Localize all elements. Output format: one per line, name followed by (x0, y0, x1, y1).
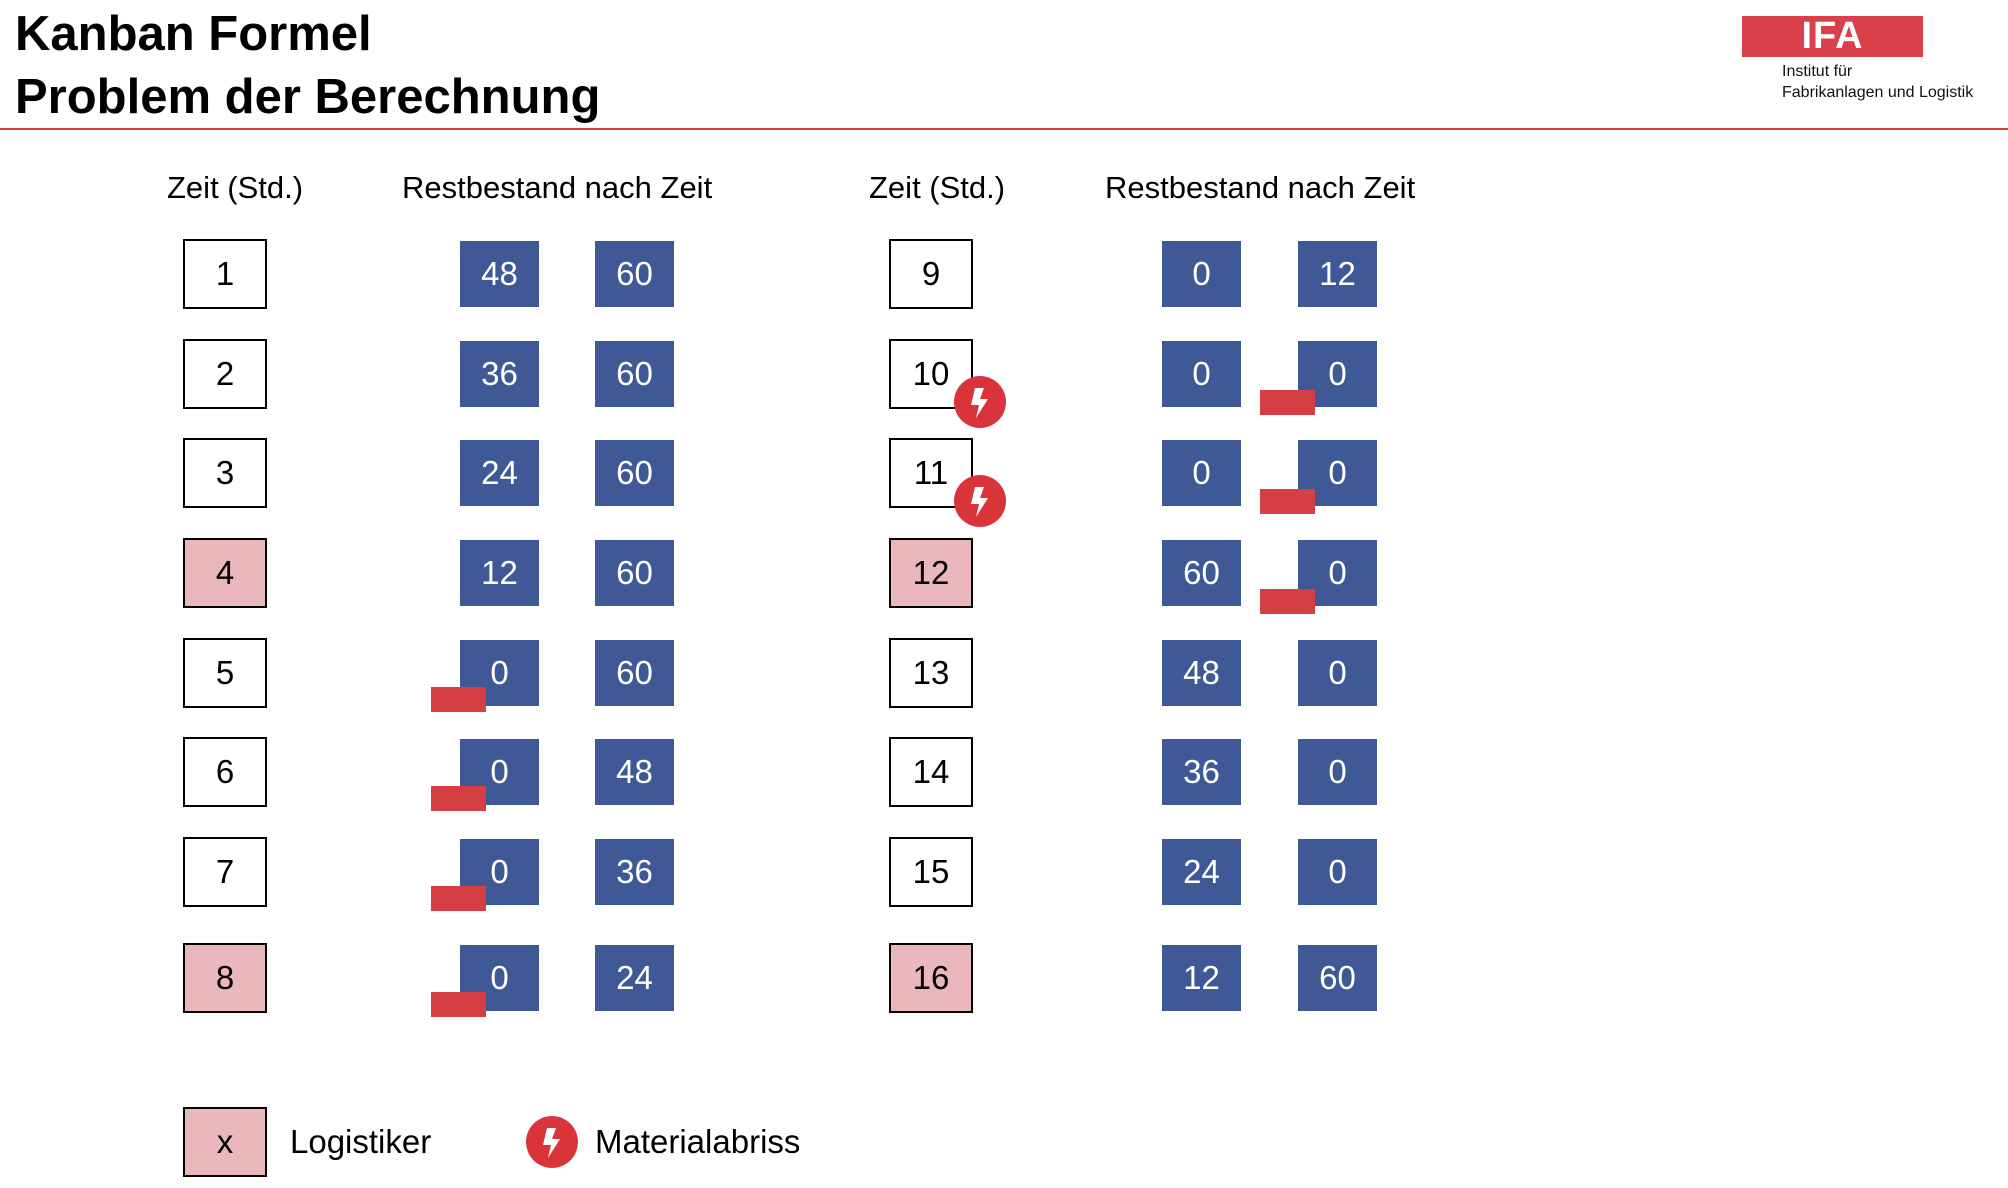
lightning-icon (954, 376, 1006, 428)
deficit-marker (431, 992, 486, 1017)
ifa-logo-line-1: Institut für (1782, 63, 1853, 80)
restbestand-a-cell: 12 (1162, 945, 1241, 1011)
restbestand-b-cell: 0 (1298, 640, 1377, 706)
zeit-cell: 16 (889, 943, 973, 1013)
deficit-marker (431, 886, 486, 911)
restbestand-b-cell: 60 (595, 440, 674, 506)
zeit-cell: 6 (183, 737, 267, 807)
deficit-marker (1260, 589, 1315, 614)
zeit-cell: 1 (183, 239, 267, 309)
restbestand-b-cell: 48 (595, 739, 674, 805)
restbestand-b-cell: 0 (1298, 739, 1377, 805)
restbestand-a-cell: 0 (1162, 341, 1241, 407)
restbestand-a-cell: 0 (1162, 241, 1241, 307)
page-title: Kanban Formel (15, 7, 372, 61)
deficit-marker (1260, 489, 1315, 514)
restbestand-b-cell: 0 (1298, 839, 1377, 905)
restbestand-a-cell: 12 (460, 540, 539, 606)
restbestand-a-cell: 0 (1162, 440, 1241, 506)
zeit-header-right: Zeit (Std.) (869, 170, 1006, 205)
restbestand-a-cell: 24 (1162, 839, 1241, 905)
restbestand-header-left: Restbestand nach Zeit (402, 170, 713, 205)
restbestand-a-cell: 48 (1162, 640, 1241, 706)
deficit-marker (1260, 390, 1315, 415)
restbestand-b-cell: 24 (595, 945, 674, 1011)
zeit-cell: 8 (183, 943, 267, 1013)
legend-logistiker-label: Logistiker (290, 1123, 432, 1160)
restbestand-b-cell: 60 (595, 640, 674, 706)
legend-lightning-icon (526, 1116, 578, 1168)
restbestand-b-cell: 60 (1298, 945, 1377, 1011)
zeit-cell: 3 (183, 438, 267, 508)
zeit-header-left: Zeit (Std.) (167, 170, 304, 205)
restbestand-b-cell: 12 (1298, 241, 1377, 307)
restbestand-a-cell: 36 (1162, 739, 1241, 805)
zeit-cell: 9 (889, 239, 973, 309)
page-subtitle: Problem der Berechnung (15, 70, 601, 124)
restbestand-header-right: Restbestand nach Zeit (1105, 170, 1416, 205)
restbestand-b-cell: 60 (595, 341, 674, 407)
ifa-logo-mark: IFA (1742, 16, 1923, 57)
zeit-cell: 15 (889, 837, 973, 907)
zeit-cell: 7 (183, 837, 267, 907)
zeit-cell: 5 (183, 638, 267, 708)
zeit-cell: 2 (183, 339, 267, 409)
lightning-icon (954, 475, 1006, 527)
restbestand-b-cell: 60 (595, 540, 674, 606)
zeit-cell: 14 (889, 737, 973, 807)
restbestand-a-cell: 36 (460, 341, 539, 407)
deficit-marker (431, 786, 486, 811)
deficit-marker (431, 687, 486, 712)
ifa-logo-line-2: Fabrikanlagen und Logistik (1782, 84, 1974, 101)
header-divider (0, 128, 2008, 130)
ifa-logo: IFA Institut für Fabrikanlagen und Logis… (1742, 16, 2004, 106)
restbestand-a-cell: 60 (1162, 540, 1241, 606)
zeit-cell: 13 (889, 638, 973, 708)
zeit-cell: 4 (183, 538, 267, 608)
legend-materialabriss-label: Materialabriss (595, 1123, 801, 1160)
legend-logistiker-box: x (183, 1107, 267, 1177)
restbestand-a-cell: 48 (460, 241, 539, 307)
zeit-cell: 12 (889, 538, 973, 608)
restbestand-b-cell: 36 (595, 839, 674, 905)
restbestand-b-cell: 60 (595, 241, 674, 307)
restbestand-a-cell: 24 (460, 440, 539, 506)
zeit-cell: 11 (889, 438, 973, 508)
